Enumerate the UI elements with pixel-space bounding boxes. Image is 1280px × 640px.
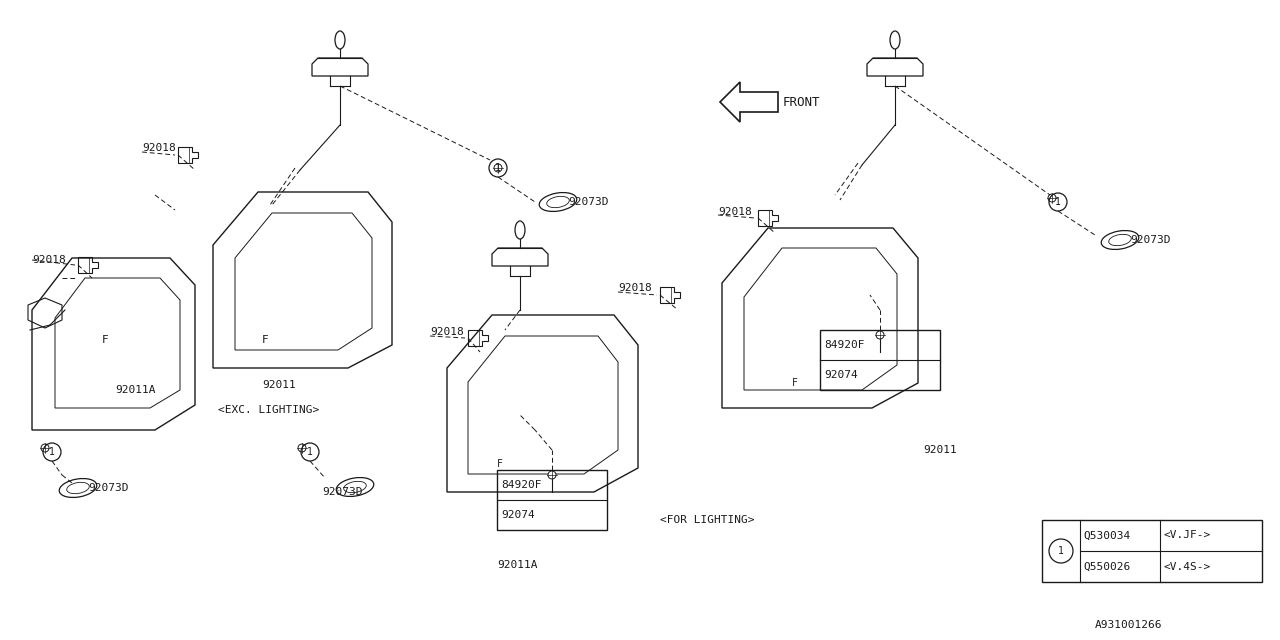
Text: FRONT: FRONT <box>783 95 820 109</box>
Circle shape <box>1048 194 1056 202</box>
Text: 92073D: 92073D <box>1130 235 1170 245</box>
Text: 92073D: 92073D <box>323 487 362 497</box>
Circle shape <box>548 471 556 479</box>
Bar <box>497 470 607 530</box>
Text: F: F <box>261 335 269 345</box>
Text: 92074: 92074 <box>500 510 535 520</box>
Text: 1: 1 <box>495 163 500 173</box>
Text: 1: 1 <box>1059 546 1064 556</box>
Bar <box>1042 520 1262 582</box>
Text: 92018: 92018 <box>430 327 463 337</box>
Text: 84920F: 84920F <box>824 340 864 350</box>
Text: 92011: 92011 <box>262 380 296 390</box>
Text: Q530034: Q530034 <box>1083 531 1130 541</box>
Text: <EXC. LIGHTING>: <EXC. LIGHTING> <box>218 405 319 415</box>
Text: 92011: 92011 <box>923 445 956 455</box>
Text: 1: 1 <box>307 447 312 457</box>
Text: 92018: 92018 <box>718 207 751 217</box>
Text: 92018: 92018 <box>32 255 65 265</box>
Bar <box>820 330 940 390</box>
Text: <V.JF->: <V.JF-> <box>1164 531 1211 541</box>
Text: 84920F: 84920F <box>500 480 541 490</box>
Text: 1: 1 <box>1055 197 1061 207</box>
Text: 92074: 92074 <box>824 370 858 380</box>
Circle shape <box>494 164 502 172</box>
Text: <V.4S->: <V.4S-> <box>1164 561 1211 572</box>
Circle shape <box>41 444 49 452</box>
Text: 92018: 92018 <box>618 283 652 293</box>
Text: 92073D: 92073D <box>568 197 608 207</box>
Text: 92018: 92018 <box>142 143 175 153</box>
Text: F: F <box>792 378 797 388</box>
Text: 92011A: 92011A <box>497 560 538 570</box>
Text: 1: 1 <box>49 447 55 457</box>
Text: <FOR LIGHTING>: <FOR LIGHTING> <box>660 515 754 525</box>
Circle shape <box>298 444 306 452</box>
Text: Q550026: Q550026 <box>1083 561 1130 572</box>
Text: 92011A: 92011A <box>115 385 155 395</box>
Text: 92073D: 92073D <box>88 483 128 493</box>
Circle shape <box>876 331 884 339</box>
Text: F: F <box>497 459 503 469</box>
Text: A931001266: A931001266 <box>1094 620 1162 630</box>
Text: F: F <box>101 335 109 345</box>
